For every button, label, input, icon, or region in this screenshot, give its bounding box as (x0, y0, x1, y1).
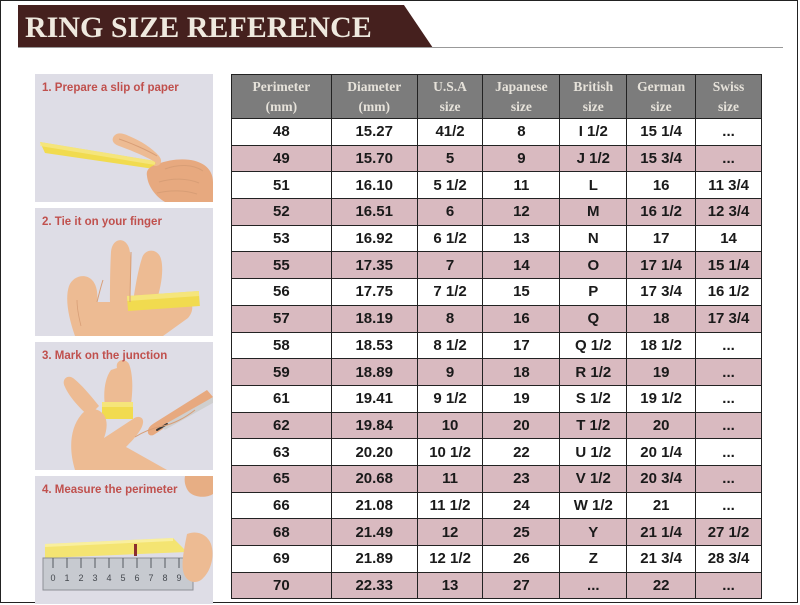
svg-text:7: 7 (148, 573, 153, 583)
svg-text:5: 5 (120, 573, 125, 583)
svg-text:4: 4 (106, 573, 111, 583)
svg-text:1: 1 (64, 573, 69, 583)
svg-text:9: 9 (176, 573, 181, 583)
svg-text:3: 3 (92, 573, 97, 583)
svg-text:6: 6 (134, 573, 139, 583)
svg-text:0: 0 (50, 573, 55, 583)
svg-text:2: 2 (78, 573, 83, 583)
svg-text:8: 8 (162, 573, 167, 583)
